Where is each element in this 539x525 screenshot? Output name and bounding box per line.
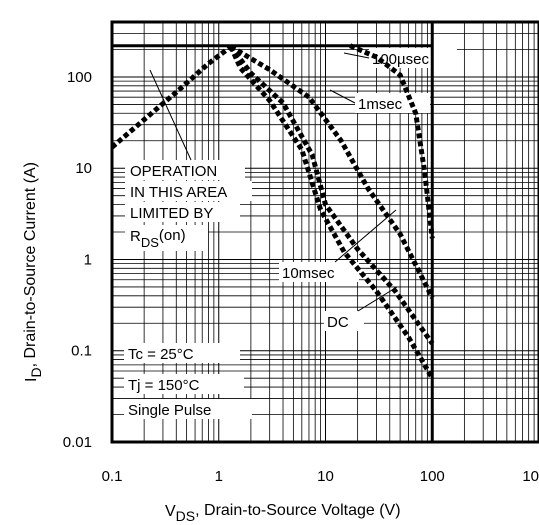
label-100us: 100µsec bbox=[372, 51, 430, 68]
operation-line-2: IN THIS AREA bbox=[130, 184, 227, 201]
leader-1ms bbox=[329, 89, 356, 104]
y-tick-labels: 0.01 0.1 1 10 100 bbox=[63, 69, 92, 451]
x-tick-label: 1 bbox=[215, 468, 223, 485]
condition-pulse: Single Pulse bbox=[128, 402, 211, 419]
label-backgrounds bbox=[124, 48, 457, 419]
leader-dc bbox=[357, 286, 398, 312]
leader-operation bbox=[149, 69, 192, 161]
x-tick-label: 1000 bbox=[522, 468, 539, 485]
x-tick-label: 100 bbox=[420, 468, 445, 485]
rds-on-limit-curve bbox=[112, 44, 233, 150]
condition-tc: Tc = 25°C bbox=[128, 346, 194, 363]
x-tick-label: 10 bbox=[317, 468, 334, 485]
y-tick-label: 0.01 bbox=[63, 434, 92, 451]
condition-tj: Tj = 150°C bbox=[128, 377, 200, 394]
y-tick-label: 1 bbox=[84, 251, 92, 268]
curves bbox=[112, 43, 435, 380]
conditions-annotation: Tc = 25°C Tj = 150°C Single Pulse bbox=[128, 346, 211, 419]
rds-on-label: RDS(on) bbox=[130, 227, 186, 250]
series-curve-0 bbox=[349, 43, 435, 239]
leader-10ms bbox=[334, 209, 397, 263]
series-curve-2 bbox=[228, 45, 435, 345]
x-axis-title: VDS, Drain-to-Source Voltage (V) bbox=[165, 502, 401, 524]
y-axis-title: ID, Drain-to-Source Current (A) bbox=[22, 162, 44, 382]
plot-frame bbox=[110, 20, 539, 444]
operation-annotation: OPERATION IN THIS AREA LIMITED BY RDS(on… bbox=[130, 163, 227, 250]
leader-lines bbox=[149, 52, 398, 312]
label-1ms: 1msec bbox=[358, 96, 403, 113]
y-tick-label: 0.1 bbox=[71, 343, 92, 360]
operation-line-1: OPERATION bbox=[130, 163, 217, 180]
leader-100us bbox=[343, 52, 370, 59]
label-dc: DC bbox=[327, 314, 349, 331]
y-tick-label: 100 bbox=[67, 69, 92, 86]
series-curve-3 bbox=[228, 45, 435, 380]
x-tick-label: 0.1 bbox=[102, 468, 123, 485]
label-10ms: 10msec bbox=[282, 265, 335, 282]
curve-labels: 100µsec 1msec 10msec DC bbox=[282, 51, 430, 331]
y-tick-label: 10 bbox=[75, 160, 92, 177]
x-tick-labels: 0.1 1 10 100 1000 bbox=[102, 468, 539, 485]
operation-line-3: LIMITED BY bbox=[130, 205, 213, 222]
series-curve-1 bbox=[229, 44, 435, 299]
